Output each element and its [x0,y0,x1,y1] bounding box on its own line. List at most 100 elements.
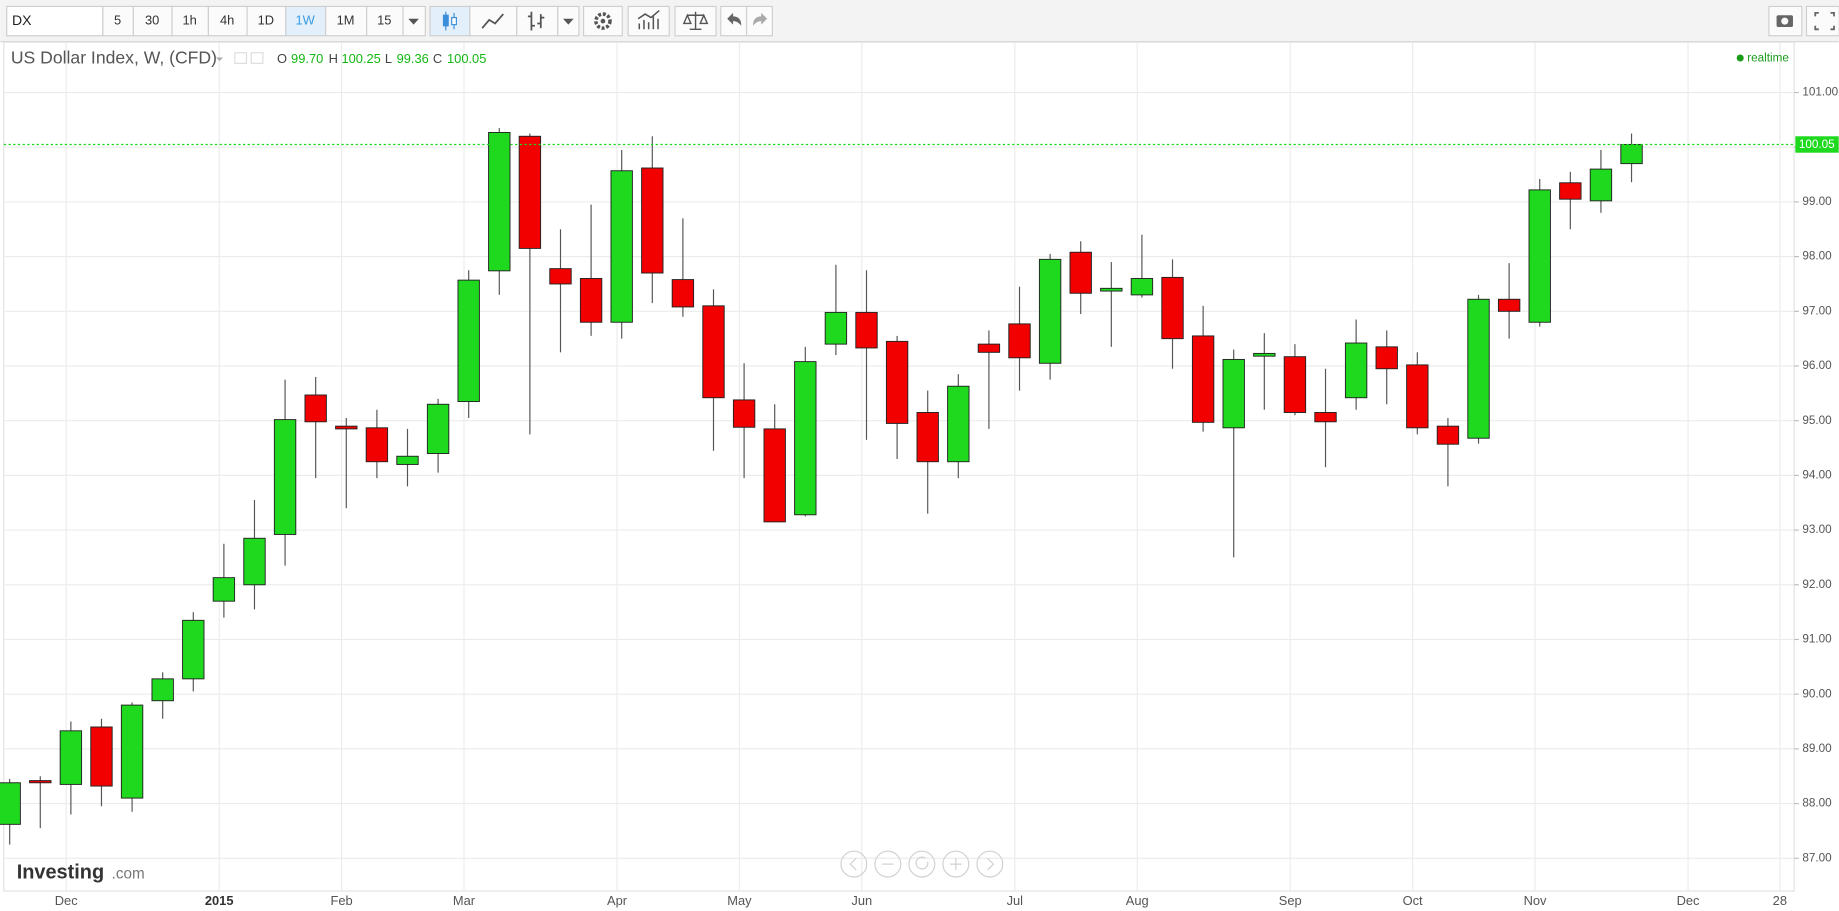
line-icon [481,13,504,29]
candle-body [1436,425,1460,445]
interval-box[interactable] [366,5,404,37]
fullscreen-icon [1814,12,1835,31]
candle [1406,352,1429,435]
last-price-box [1795,136,1839,153]
snapshot-button[interactable] [1768,5,1803,37]
candle [1222,349,1245,558]
candle-body [1130,278,1154,296]
candle [916,390,939,514]
gear-icon [594,12,612,30]
reset[interactable] [908,850,936,878]
symbol-box[interactable] [6,5,104,37]
interval-box[interactable] [246,5,287,37]
candle [549,229,572,353]
interval-dropdown[interactable] [402,5,426,37]
symbol-text: DX [12,12,32,28]
candle [1589,149,1613,213]
candle-body [1161,276,1184,340]
legend-icon[interactable] [234,52,248,64]
scroll-left[interactable] [840,850,868,878]
dropdown-arrow [408,18,419,25]
candle [1191,305,1215,432]
candle [1314,368,1337,468]
candle [702,289,725,451]
ohlc-value: 99.70 [291,51,323,66]
compare-icon [682,11,709,31]
interval-box[interactable] [102,5,134,37]
candle [1528,178,1551,327]
candle [243,500,266,610]
interval-box[interactable] [171,5,209,37]
y-tick-label: 91.00 [1802,633,1832,646]
candle-body [1344,342,1368,399]
x-tick-label: Sep [1279,893,1302,908]
interval-button[interactable]: 30 [132,5,173,37]
candle-body [273,419,297,535]
interval-button[interactable]: 15 [366,5,404,37]
indicators-button[interactable] [627,5,670,37]
candle [365,409,389,479]
candle [732,363,756,479]
ohlc-key: L [385,51,392,66]
indicators-box[interactable] [627,5,670,37]
ohlc-key: C [433,51,442,66]
interval-button[interactable]: 4h [207,5,248,37]
y-tick-label: 93.00 [1802,523,1832,536]
interval-button[interactable]: 1D [246,5,287,37]
candle [763,404,786,523]
ohlc-key: H [329,51,338,66]
symbol-input[interactable]: DX [6,5,104,37]
settings-button[interactable] [583,5,623,37]
x-tick-label: May [727,893,752,908]
interval-box[interactable] [207,5,248,37]
interval-label: 5 [114,13,121,28]
candle [671,218,695,317]
candle-body [90,726,113,787]
x-tick-label: Aug [1126,893,1149,908]
compare-button[interactable] [674,5,717,37]
interval-button[interactable]: 1W [285,5,327,37]
candle-button[interactable] [429,5,471,37]
bars-button[interactable] [516,5,559,37]
line-button[interactable] [469,5,518,37]
chart-title: US Dollar Index, W, (CFD) [11,47,217,67]
undo-button[interactable] [720,5,748,37]
y-tick-label: 98.00 [1802,250,1832,263]
candle-body [855,311,878,349]
candle-body [1038,258,1062,364]
interval-button[interactable]: 5 [102,5,134,37]
logo: Investing .com [17,862,145,884]
interval-button[interactable]: 1h [171,5,209,37]
candle [120,702,144,812]
candle-body [763,428,786,523]
legend-icon[interactable] [250,52,264,64]
title-dropdown[interactable] [216,57,224,61]
x-tick-label: Apr [607,893,628,908]
fullscreen-button[interactable] [1805,5,1839,37]
interval-button[interactable]: 1M [325,5,368,37]
indicators-icon [637,9,660,30]
interval-box[interactable] [132,5,173,37]
candle [1100,262,1123,347]
candle [396,428,419,487]
candle-body [1100,287,1123,292]
scroll-right[interactable] [976,850,1004,878]
candle-body [182,619,205,680]
candle-body [1589,168,1613,202]
candle [641,136,664,304]
chart-type-group [429,5,580,37]
redo-button[interactable] [745,5,773,37]
candle [977,330,1001,429]
zoom-in[interactable] [942,850,970,878]
fullscreen-box[interactable] [1805,5,1839,37]
interval-label: 4h [220,13,234,28]
candle [426,398,450,473]
candle [885,335,909,459]
camera-lens [1781,17,1789,25]
interval-group: 5 30 1h 4h 1D 1W 1M 15 [102,5,404,37]
candle [1038,253,1062,380]
candle [610,149,633,339]
y-tick-label: 97.00 [1802,304,1832,317]
zoom-out[interactable] [874,850,902,878]
